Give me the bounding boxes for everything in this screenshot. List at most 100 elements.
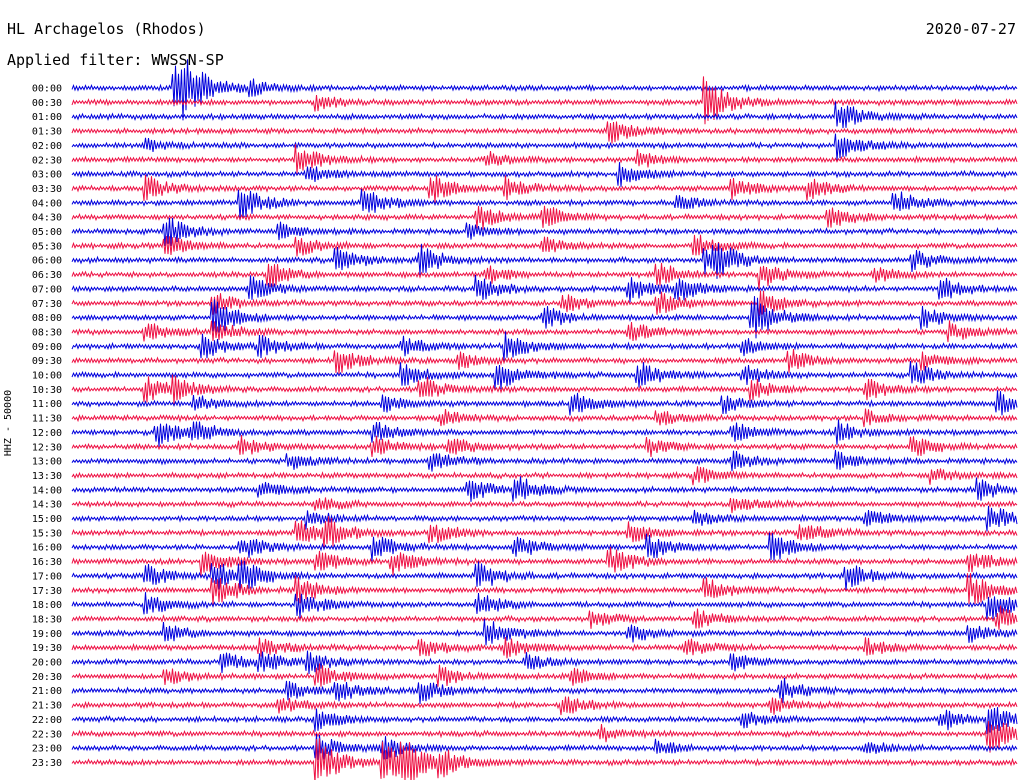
row-time-label: 14:00 (32, 485, 62, 496)
trace-line (71, 262, 1018, 291)
trace-line (71, 76, 1018, 125)
row-time-label: 03:00 (32, 170, 62, 181)
row-time-label: 17:00 (32, 571, 62, 582)
row-time-label: 12:30 (32, 442, 62, 453)
row-time-label: 09:30 (32, 356, 62, 367)
row-time-label: 11:00 (32, 399, 62, 410)
row-time-label: 22:00 (32, 715, 62, 726)
station-title: HL Archagelos (Rhodos) (7, 20, 206, 38)
trace-line (71, 133, 1018, 161)
row-time-label: 01:30 (32, 127, 62, 138)
trace-line (71, 419, 1018, 447)
row-time-label: 17:30 (32, 586, 62, 597)
trace-line (71, 349, 1018, 374)
filter-label: Applied filter: WWSSN-SP (7, 51, 224, 69)
trace-line (71, 174, 1018, 203)
trace-line (71, 408, 1018, 428)
trace-line (71, 592, 1018, 620)
row-time-label: 09:00 (32, 342, 62, 353)
date-label: 2020-07-27 (925, 20, 1016, 38)
row-time-label: 23:00 (32, 744, 62, 755)
trace-line (71, 296, 1018, 339)
row-time-label: 08:00 (32, 313, 62, 324)
row-time-label: 23:30 (32, 758, 62, 769)
row-time-label: 04:30 (32, 213, 62, 224)
trace-line (71, 505, 1018, 532)
trace-line (71, 663, 1018, 687)
trace-line (71, 374, 1018, 405)
trace-line (71, 696, 1018, 716)
trace-line (71, 144, 1018, 174)
row-time-label: 03:30 (32, 184, 62, 195)
row-time-label: 13:30 (32, 471, 62, 482)
trace-line (71, 720, 1018, 753)
row-time-label: 01:00 (32, 112, 62, 123)
trace-line (71, 234, 1018, 257)
row-time-label: 08:30 (32, 327, 62, 338)
trace-line (71, 733, 1018, 760)
row-time-label: 02:00 (32, 141, 62, 152)
row-time-label: 05:00 (32, 227, 62, 238)
trace-line (71, 618, 1018, 646)
row-time-label: 11:30 (32, 414, 62, 425)
row-time-label: 12:00 (32, 428, 62, 439)
trace-line (71, 449, 1018, 472)
trace-line (71, 559, 1018, 593)
row-time-label: 21:00 (32, 686, 62, 697)
trace-line (71, 274, 1018, 303)
trace-line (71, 162, 1018, 187)
trace-line (71, 390, 1018, 416)
row-time-label: 22:30 (32, 729, 62, 740)
trace-line (71, 217, 1018, 247)
trace-line (71, 101, 1018, 129)
trace-line (71, 476, 1018, 502)
trace-line (71, 516, 1018, 549)
trace-line (71, 572, 1018, 606)
trace-line (71, 290, 1018, 317)
trace-line (71, 361, 1018, 390)
trace-line (71, 188, 1018, 221)
trace-line (71, 205, 1018, 230)
row-time-label: 10:00 (32, 371, 62, 382)
row-time-label: 18:30 (32, 614, 62, 625)
trace-line (71, 637, 1018, 659)
row-time-label: 20:00 (32, 658, 62, 669)
row-time-label: 19:00 (32, 629, 62, 640)
trace-line (71, 605, 1018, 630)
trace-line (71, 320, 1018, 343)
row-time-label: 15:00 (32, 514, 62, 525)
trace-line (71, 650, 1018, 675)
trace-line (71, 707, 1018, 735)
trace-line (71, 738, 1018, 780)
row-time-label: 06:00 (32, 256, 62, 267)
row-time-label: 07:30 (32, 299, 62, 310)
trace-line (71, 121, 1018, 144)
row-time-label: 19:30 (32, 643, 62, 654)
row-time-label: 00:30 (32, 98, 62, 109)
trace-line (71, 546, 1018, 577)
row-time-label: 13:00 (32, 457, 62, 468)
trace-line (71, 435, 1018, 458)
trace-line (71, 59, 1018, 121)
row-time-label: 20:30 (32, 672, 62, 683)
trace-line (71, 497, 1018, 514)
trace-line (71, 677, 1018, 705)
row-time-label: 00:00 (32, 84, 62, 95)
row-time-label: 14:30 (32, 500, 62, 511)
row-time-label: 16:30 (32, 557, 62, 568)
row-time-label: 02:30 (32, 155, 62, 166)
row-time-label: 15:30 (32, 528, 62, 539)
row-time-label: 18:00 (32, 600, 62, 611)
row-time-label: 16:00 (32, 543, 62, 554)
trace-line (71, 243, 1018, 279)
row-time-label: 21:30 (32, 701, 62, 712)
row-time-label: 07:00 (32, 284, 62, 295)
row-time-label: 10:30 (32, 385, 62, 396)
row-time-label: 05:30 (32, 241, 62, 252)
trace-line (71, 331, 1018, 361)
row-time-label: 04:00 (32, 198, 62, 209)
trace-line (71, 532, 1018, 562)
row-time-label: 06:30 (32, 270, 62, 281)
trace-line (71, 466, 1018, 486)
